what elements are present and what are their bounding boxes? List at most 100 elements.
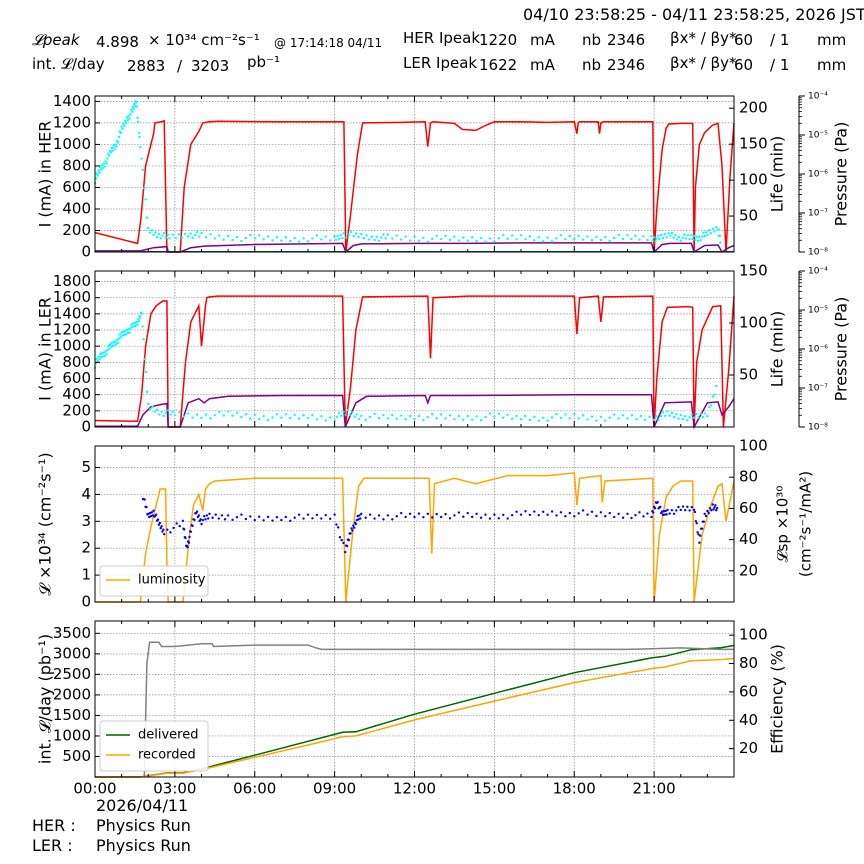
lifetime-point [665,236,668,239]
legend: delivered recorded [99,720,209,772]
specific-point [204,518,207,521]
lifetime-point [144,198,147,201]
lifetime-point [145,390,149,394]
specific-point [217,517,221,520]
lifetime-point [145,216,149,219]
y2-tick-label: 50 [739,207,758,225]
specific-point [155,513,158,516]
y2-tick-label: 60 [739,682,758,700]
lifetime-point [399,238,403,241]
lifetime-point [382,413,385,417]
lifetime-point [131,105,135,109]
lifetime-point [493,415,496,418]
specific-point [186,545,189,549]
lifetime-point [141,168,145,172]
lifetime-point [128,331,131,334]
y-tick-label: 1200 [53,113,91,131]
specific-point [426,512,430,516]
footer-date: 2026/04/11 [96,796,189,815]
lifetime-point [191,236,194,240]
lifetime-point [168,237,171,240]
specific-point [564,515,567,518]
specific-point [364,516,367,519]
y2-tick-label: 150 [739,262,768,280]
specific-point [604,515,607,518]
peak-luminosity-value: 4.898 [96,33,139,51]
lifetime-point [638,238,641,241]
specific-point [206,517,210,520]
specific-point [386,514,390,517]
lifetime-point [604,235,607,239]
lifetime-point [178,411,181,414]
lifetime-point [346,408,350,412]
lifetime-point [703,412,707,415]
lifetime-point [204,236,208,239]
y-tick-label: 800 [62,353,91,371]
y2-axis-label: Life (min) [768,311,787,388]
lifetime-point [96,360,99,363]
panel-4: delivered recorded [94,620,735,778]
lifetime-point [595,419,598,422]
specific-point [650,515,653,519]
lifetime-point [198,235,201,238]
lifetime-point [577,417,580,420]
specific-point [704,514,708,518]
lifetime-point [231,414,234,417]
current-line [94,119,735,253]
lifetime-point [95,172,98,175]
lifetime-point [435,417,438,420]
specific-point [677,505,680,509]
lifetime-point [621,237,625,241]
integrated-delivered-value: 2883 [127,57,166,75]
lifetime-point [621,414,625,417]
lifetime-point [697,416,700,419]
x-tick-label: 12:00 [393,780,436,798]
specific-point [696,531,699,534]
specific-point [184,536,187,540]
ler-beta-y: / 1 [770,56,790,74]
lifetime-point [133,102,136,106]
lifetime-point [670,231,674,235]
specific-point [169,531,172,534]
specific-point [349,532,352,535]
specific-point [444,512,447,516]
lifetime-point [479,419,483,422]
lifetime-point [171,410,174,414]
lifetime-point [559,234,563,237]
lifetime-point [699,412,702,415]
lifetime-point [674,233,677,237]
lifetime-point [100,168,103,171]
lifetime-point [118,333,122,336]
lifetime-point [235,235,239,239]
lifetime-point [253,237,256,240]
lifetime-point [599,415,603,419]
peak-luminosity-time: @ 17:14:18 04/11 [274,36,383,50]
lifetime-point [104,350,107,353]
specific-point [249,515,252,518]
specific-point [284,515,288,519]
lifetime-point [658,237,661,241]
lifetime-point [377,416,381,420]
lifetime-point [266,235,270,238]
lifetime-point [195,231,199,234]
lifetime-point [362,237,366,240]
lifetime-point [130,108,133,112]
lifetime-point [515,238,518,241]
specific-point [710,509,713,512]
lifetime-point [493,240,496,243]
specific-point [686,505,689,509]
lifetime-point [391,413,394,417]
lifetime-point [335,415,339,418]
lifetime-point [113,344,116,347]
specific-point [145,505,148,509]
x-tick-label: 15:00 [473,780,516,798]
lifetime-point [149,407,152,410]
specific-point [646,512,649,515]
specific-point [158,521,161,525]
y-tick-label: 1000 [53,726,91,744]
specific-point [663,513,666,516]
lifetime-point [183,232,187,236]
lifetime-point [121,127,124,130]
lifetime-point [328,239,332,242]
lifetime-point [644,418,647,422]
